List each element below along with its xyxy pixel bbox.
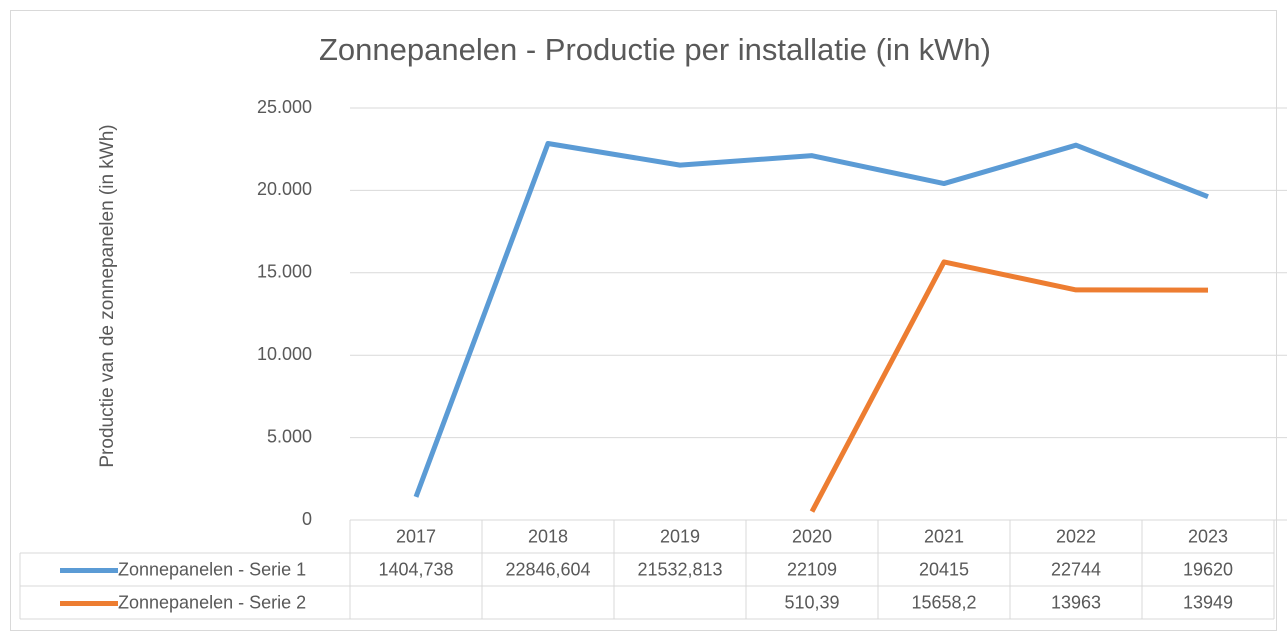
table-value: 1404,738 [378, 559, 453, 579]
chart-border [10, 10, 1277, 631]
x-tick-label: 2018 [528, 526, 568, 546]
table-value: 22744 [1051, 559, 1101, 579]
series-line [809, 259, 1209, 513]
y-tick-label: 5.000 [267, 426, 312, 446]
legend-label: Zonnepanelen - Serie 2 [118, 592, 306, 612]
table-value: 13963 [1051, 592, 1101, 612]
table-value: 22846,604 [505, 559, 590, 579]
y-tick-label: 0 [302, 509, 312, 529]
table-value: 20415 [919, 559, 969, 579]
x-tick-label: 2020 [792, 526, 832, 546]
table-value: 13949 [1183, 592, 1233, 612]
x-tick-label: 2022 [1056, 526, 1096, 546]
chart-title: Zonnepanelen - Productie per installatie… [319, 32, 991, 67]
x-tick-label: 2017 [396, 526, 436, 546]
table-value: 15658,2 [911, 592, 976, 612]
table-value: 21532,813 [637, 559, 722, 579]
x-tick-label: 2021 [924, 526, 964, 546]
legend-label: Zonnepanelen - Serie 1 [118, 559, 306, 579]
y-axis-title: Productie van de zonnepanelen (in kWh) [97, 124, 118, 467]
y-tick-label: 20.000 [257, 179, 312, 199]
table-value: 19620 [1183, 559, 1233, 579]
y-tick-label: 10.000 [257, 344, 312, 364]
x-tick-label: 2023 [1188, 526, 1228, 546]
series-line [413, 140, 1209, 498]
table-value: 22109 [787, 559, 837, 579]
y-tick-label: 25.000 [257, 97, 312, 117]
table-value: 510,39 [784, 592, 839, 612]
x-tick-label: 2019 [660, 526, 700, 546]
y-tick-label: 15.000 [257, 262, 312, 282]
